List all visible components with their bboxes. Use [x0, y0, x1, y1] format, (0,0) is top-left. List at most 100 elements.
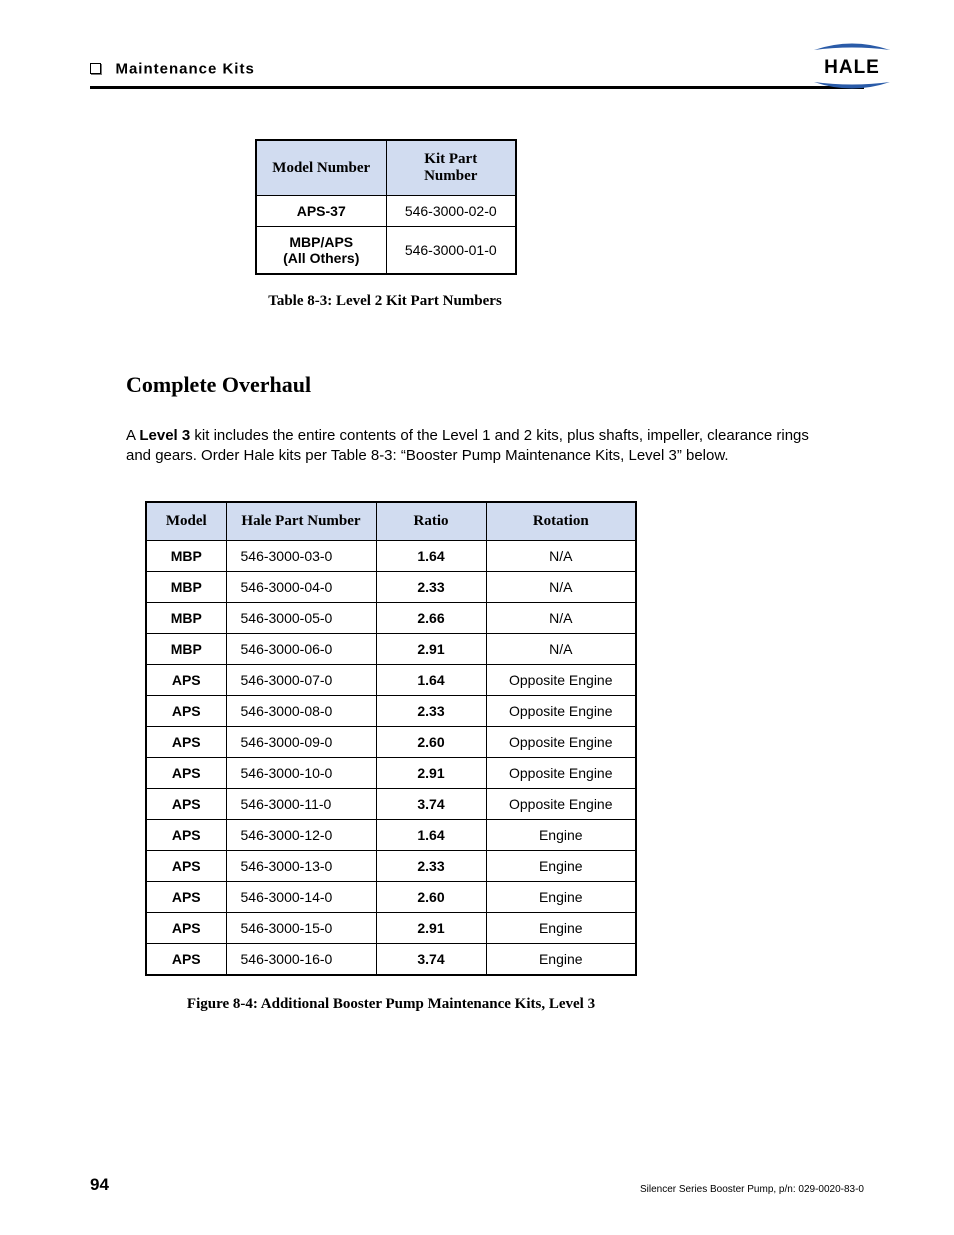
table-cell: Engine — [486, 881, 636, 912]
table-cell: 2.33 — [376, 571, 486, 602]
table-row: MBP546-3000-06-02.91N/A — [146, 633, 636, 664]
hale-logo: HALE — [804, 35, 899, 102]
table-cell: 1.64 — [376, 540, 486, 571]
table-cell: Opposite Engine — [486, 695, 636, 726]
table-cell: 546-3000-07-0 — [226, 664, 376, 695]
table-cell: APS — [146, 881, 226, 912]
table-cell: 546-3000-16-0 — [226, 943, 376, 975]
table-cell: APS — [146, 695, 226, 726]
table-cell: 2.33 — [376, 695, 486, 726]
page-footer: 94 Silencer Series Booster Pump, p/n: 02… — [90, 1175, 864, 1195]
table-cell: 546-3000-10-0 — [226, 757, 376, 788]
bullet-icon — [90, 63, 101, 74]
table-cell: 546-3000-02-0 — [386, 196, 516, 227]
section-title: Complete Overhaul — [126, 372, 864, 398]
table-cell: 546-3000-11-0 — [226, 788, 376, 819]
table-cell: Engine — [486, 819, 636, 850]
table-cell: Opposite Engine — [486, 788, 636, 819]
table-cell: 546-3000-14-0 — [226, 881, 376, 912]
table-cell: 2.60 — [376, 726, 486, 757]
table-cell: 2.91 — [376, 633, 486, 664]
table-cell: APS — [146, 788, 226, 819]
page-number: 94 — [90, 1175, 109, 1195]
table-row: MBP/APS(All Others)546-3000-01-0 — [256, 227, 516, 275]
table-header-cell: Model Number — [256, 140, 386, 196]
table-level2-wrap: Model NumberKit Part Number APS-37546-30… — [255, 139, 864, 275]
table-row: MBP546-3000-04-02.33N/A — [146, 571, 636, 602]
table-level3: ModelHale Part NumberRatioRotation MBP54… — [145, 501, 637, 976]
table-row: APS-37546-3000-02-0 — [256, 196, 516, 227]
table-row: MBP546-3000-03-01.64N/A — [146, 540, 636, 571]
page-header: Maintenance Kits HALE — [90, 60, 864, 89]
header-title: Maintenance Kits — [115, 60, 254, 77]
table-cell: 546-3000-08-0 — [226, 695, 376, 726]
table-level2: Model NumberKit Part Number APS-37546-30… — [255, 139, 517, 275]
table-cell: MBP — [146, 571, 226, 602]
table-cell: 2.66 — [376, 602, 486, 633]
table-row: MBP546-3000-05-02.66N/A — [146, 602, 636, 633]
table-cell: 2.60 — [376, 881, 486, 912]
table-row: APS546-3000-11-03.74Opposite Engine — [146, 788, 636, 819]
table-header-cell: Model — [146, 502, 226, 541]
table-cell: N/A — [486, 571, 636, 602]
body-bold: Level 3 — [139, 427, 190, 444]
table-cell: 1.64 — [376, 819, 486, 850]
table-cell: 546-3000-01-0 — [386, 227, 516, 275]
table-cell: APS — [146, 912, 226, 943]
table-row: APS546-3000-09-02.60Opposite Engine — [146, 726, 636, 757]
table-cell: 3.74 — [376, 788, 486, 819]
table-header-cell: Ratio — [376, 502, 486, 541]
table-cell: Engine — [486, 912, 636, 943]
table-cell: 2.91 — [376, 912, 486, 943]
table-cell: N/A — [486, 602, 636, 633]
section-body: A Level 3 kit includes the entire conten… — [126, 426, 834, 467]
table-level2-caption: Table 8-3: Level 2 Kit Part Numbers — [255, 293, 515, 310]
table-cell: MBP — [146, 602, 226, 633]
table-row: APS546-3000-12-01.64Engine — [146, 819, 636, 850]
body-pre: A — [126, 427, 139, 444]
table-cell: 546-3000-13-0 — [226, 850, 376, 881]
table-cell: 3.74 — [376, 943, 486, 975]
table-cell: MBP — [146, 540, 226, 571]
table-cell: 546-3000-09-0 — [226, 726, 376, 757]
table-cell: Opposite Engine — [486, 664, 636, 695]
table-row: APS546-3000-16-03.74Engine — [146, 943, 636, 975]
table-row: APS546-3000-10-02.91Opposite Engine — [146, 757, 636, 788]
table-cell: APS-37 — [256, 196, 386, 227]
table-cell: Opposite Engine — [486, 726, 636, 757]
table-cell: Engine — [486, 850, 636, 881]
table-cell: N/A — [486, 633, 636, 664]
table-header-cell: Rotation — [486, 502, 636, 541]
table-cell: 2.91 — [376, 757, 486, 788]
table-cell: 1.64 — [376, 664, 486, 695]
table-header-cell: Hale Part Number — [226, 502, 376, 541]
table-cell: APS — [146, 943, 226, 975]
table-row: APS546-3000-07-01.64Opposite Engine — [146, 664, 636, 695]
table-cell: Engine — [486, 943, 636, 975]
table-cell: 546-3000-04-0 — [226, 571, 376, 602]
table-cell: APS — [146, 664, 226, 695]
table-header-cell: Kit Part Number — [386, 140, 516, 196]
table-cell: Opposite Engine — [486, 757, 636, 788]
table-row: APS546-3000-13-02.33Engine — [146, 850, 636, 881]
svg-text:HALE: HALE — [824, 57, 880, 78]
table-row: APS546-3000-08-02.33Opposite Engine — [146, 695, 636, 726]
table-cell: MBP/APS(All Others) — [256, 227, 386, 275]
table-cell: 546-3000-03-0 — [226, 540, 376, 571]
table-cell: MBP — [146, 633, 226, 664]
footer-right: Silencer Series Booster Pump, p/n: 029-0… — [640, 1184, 864, 1195]
body-post: kit includes the entire contents of the … — [126, 427, 809, 464]
table-cell: APS — [146, 757, 226, 788]
table-cell: APS — [146, 819, 226, 850]
table-level3-wrap: ModelHale Part NumberRatioRotation MBP54… — [145, 501, 864, 976]
table-level3-caption: Figure 8-4: Additional Booster Pump Main… — [145, 996, 637, 1013]
table-row: APS546-3000-15-02.91Engine — [146, 912, 636, 943]
table-cell: 546-3000-12-0 — [226, 819, 376, 850]
table-cell: APS — [146, 850, 226, 881]
table-cell: 546-3000-06-0 — [226, 633, 376, 664]
table-row: APS546-3000-14-02.60Engine — [146, 881, 636, 912]
table-cell: N/A — [486, 540, 636, 571]
table-cell: 546-3000-15-0 — [226, 912, 376, 943]
table-cell: 546-3000-05-0 — [226, 602, 376, 633]
table-cell: 2.33 — [376, 850, 486, 881]
